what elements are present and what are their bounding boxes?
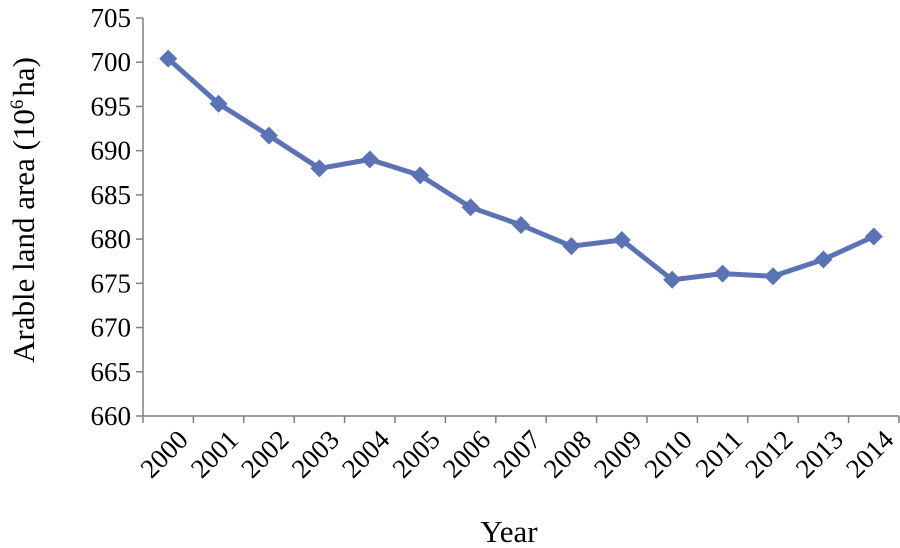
y-axis-title-superscript: 6 [7,100,28,110]
y-axis-ticks [136,17,143,417]
data-point-marker [260,126,278,145]
data-point-marker [814,250,833,269]
y-tick-label: 695 [91,91,132,121]
x-tick-label: 2002 [235,424,294,483]
y-axis-title-end: ha) [6,57,41,97]
data-point-marker [360,150,379,169]
x-tick-label: 2014 [840,424,900,484]
y-tick-label: 665 [91,357,132,387]
series-markers [159,49,883,289]
data-point-marker [764,267,782,286]
x-axis-tick-labels: 2000200120022003200420052006200720082009… [134,424,899,484]
x-tick-label: 2000 [134,424,193,483]
data-point-marker [864,227,883,246]
x-tick-label: 2004 [336,424,396,484]
y-axis-title-main: Arable land area (10 [6,109,41,363]
x-axis-ticks [142,416,900,423]
x-tick-label: 2003 [286,424,345,483]
data-point-marker [209,94,228,113]
x-tick-label: 2006 [437,424,496,483]
x-tick-label: 2007 [487,424,546,483]
y-tick-label: 685 [91,180,132,210]
x-axis-title: Year [480,514,538,548]
data-point-marker [512,215,530,234]
data-point-marker [159,49,178,68]
data-point-marker [411,166,430,185]
y-tick-label: 700 [91,47,132,77]
x-tick-label: 2009 [588,424,647,483]
x-tick-label: 2010 [638,424,697,483]
x-tick-label: 2008 [538,424,597,483]
y-tick-label: 670 [91,313,132,343]
data-point-marker [562,237,581,256]
y-axis-title: Arable land area (106 ha) [6,57,41,363]
x-tick-label: 2013 [790,424,849,483]
data-point-marker [310,159,329,178]
y-tick-label: 675 [91,268,132,298]
x-tick-label: 2011 [690,424,749,483]
y-tick-label: 680 [91,224,132,254]
series-line [166,56,875,283]
x-tick-label: 2005 [386,424,445,483]
x-tick-label: 2001 [185,424,244,483]
data-point-marker [612,230,631,249]
data-point-marker [663,270,682,289]
y-tick-label: 690 [91,136,132,166]
x-tick-label: 2012 [739,424,798,483]
y-tick-label: 660 [91,401,132,431]
data-point-marker [713,264,732,283]
data-point-marker [461,198,480,217]
y-axis-tick-labels: 660 665 670 675 680 685 690 695 700 705 [91,3,132,431]
y-tick-label: 705 [91,3,132,33]
